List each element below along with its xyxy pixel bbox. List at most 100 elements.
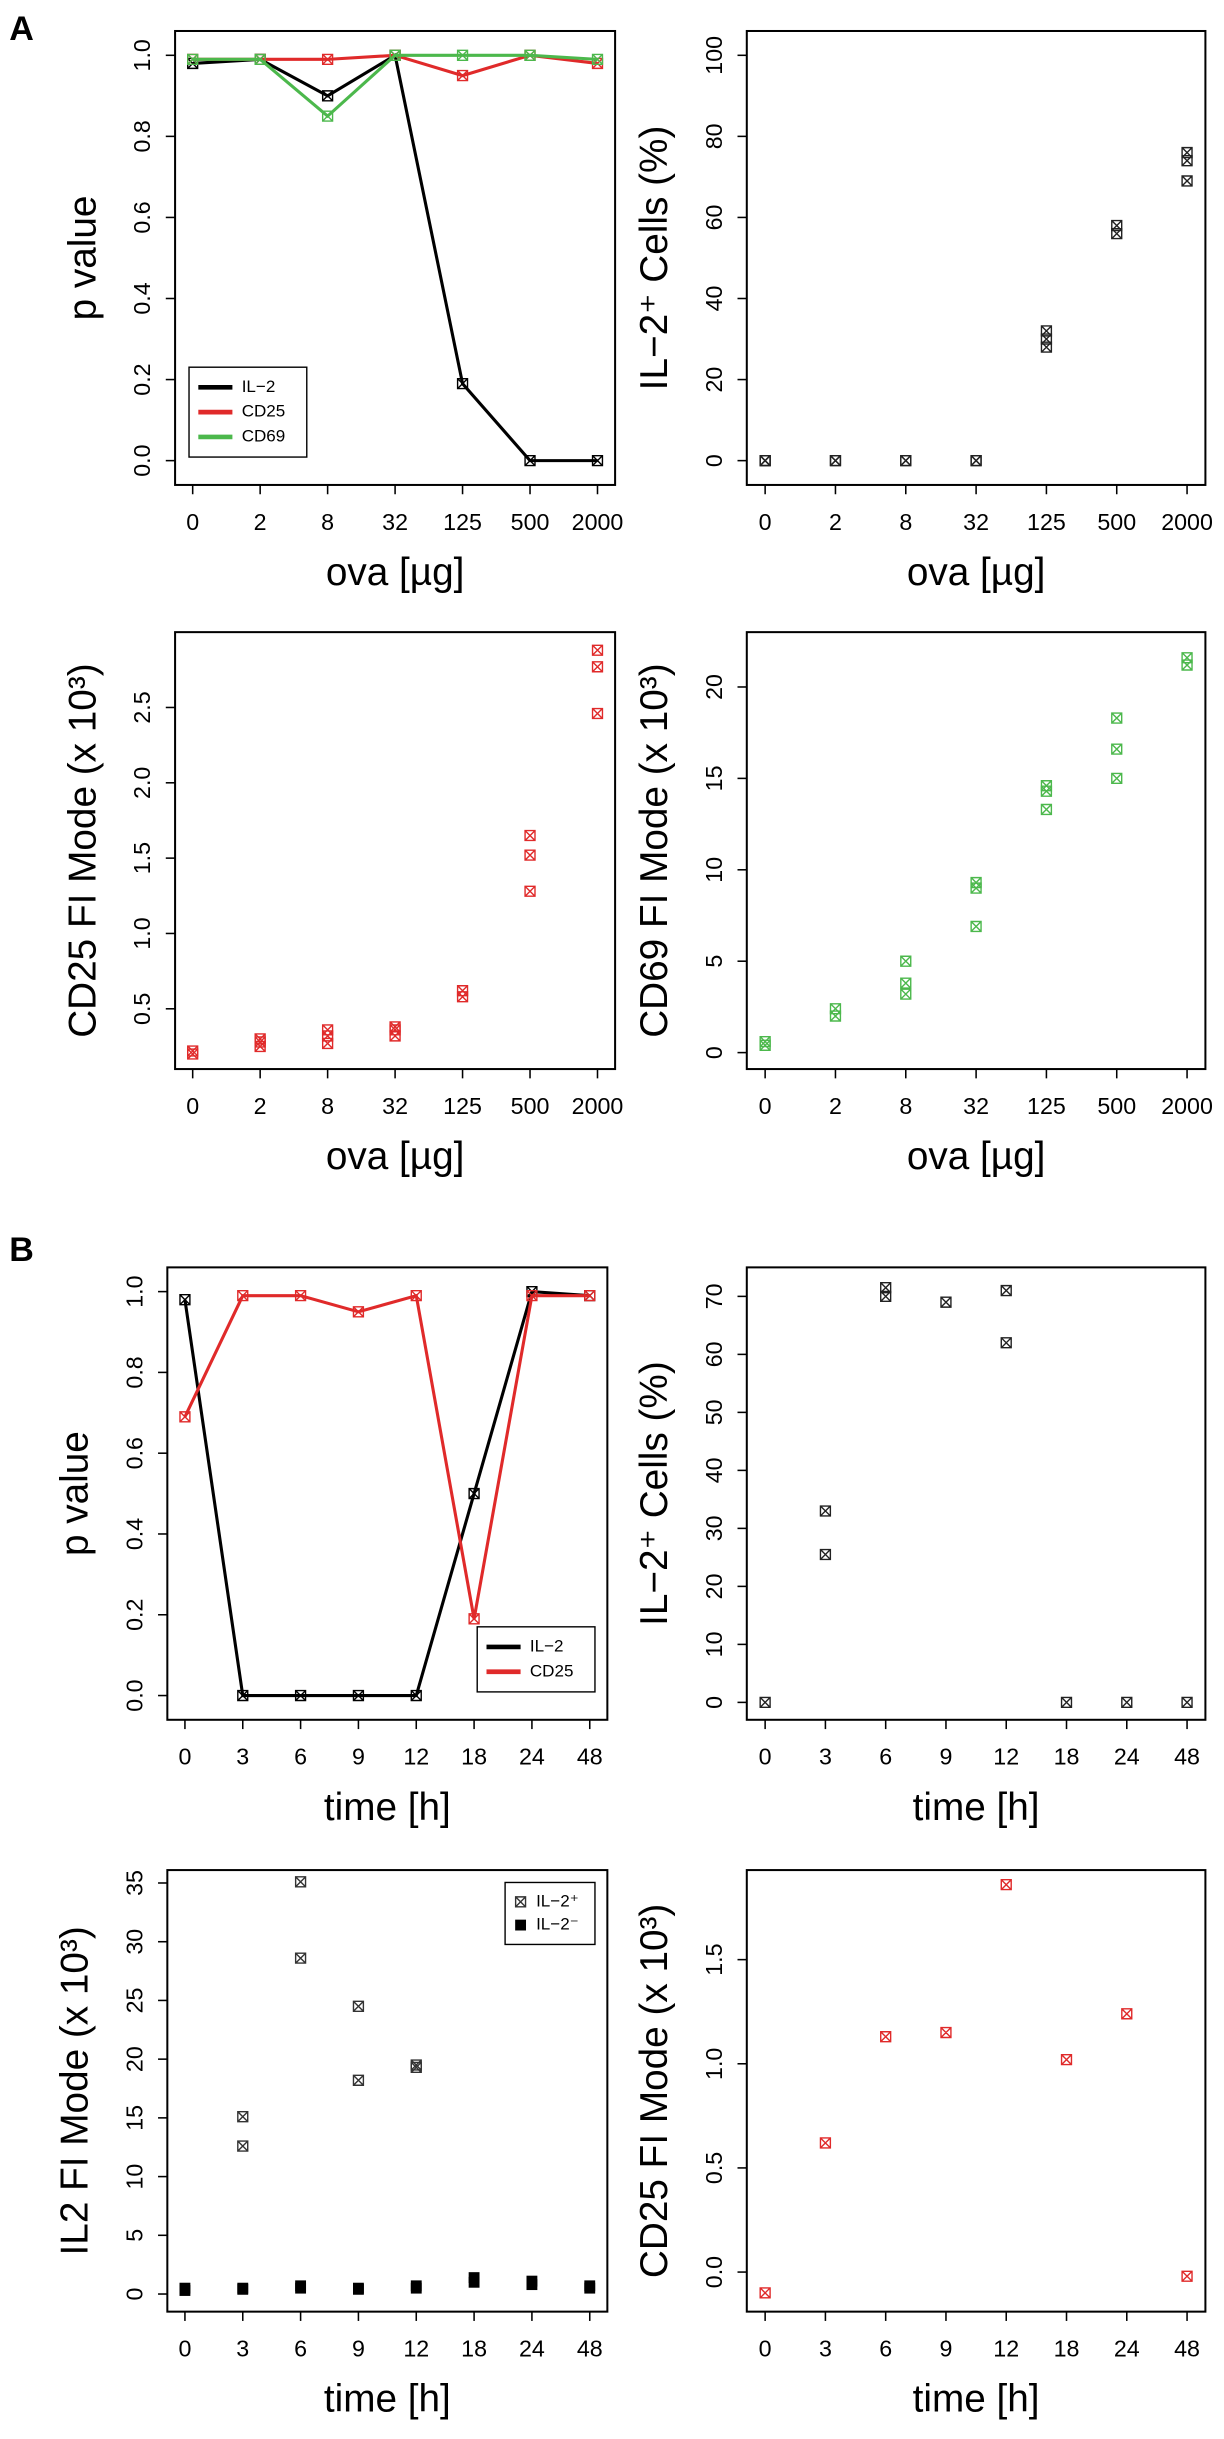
- legend-label: IL−2⁻: [536, 1915, 579, 1934]
- y-tick-label: 25: [121, 1988, 147, 2014]
- point: [1111, 743, 1123, 755]
- x-tick-label: 500: [511, 1093, 550, 1119]
- x-tick-label: 8: [321, 509, 334, 535]
- point: [524, 454, 536, 467]
- x-tick-label: 18: [461, 2336, 487, 2362]
- x-tick-label: 2000: [572, 1093, 624, 1119]
- x-tick-label: 3: [236, 2336, 249, 2362]
- legend-label: IL−2: [530, 1636, 564, 1655]
- x-tick-label: 9: [352, 1744, 365, 1770]
- point: [456, 985, 469, 997]
- y-tick-label: 0.0: [129, 444, 155, 476]
- x-tick-label: 0: [759, 1093, 772, 1119]
- x-tick-label: 24: [1114, 2336, 1140, 2362]
- point: [591, 707, 604, 720]
- point: [237, 2111, 249, 2123]
- y-tick-label: 60: [701, 1341, 727, 1367]
- y-tick-label: 1.5: [129, 842, 155, 874]
- plot-frame: [166, 1266, 609, 1721]
- x-tick-label: 2000: [572, 509, 624, 535]
- x-tick-label: 0: [186, 509, 199, 535]
- y-tick-label: 0.6: [129, 201, 155, 233]
- y-tick-label: 0.6: [121, 1437, 147, 1469]
- point: [524, 829, 536, 842]
- point: [526, 1289, 538, 1302]
- x-tick-label: 9: [940, 2336, 953, 2362]
- x-tick-label: 18: [461, 1744, 487, 1770]
- point: [1111, 712, 1123, 724]
- x-axis-title: ova [µg]: [326, 551, 465, 594]
- x-tick-label: 48: [1174, 1744, 1200, 1770]
- legend-label: CD25: [530, 1661, 574, 1680]
- point: [940, 2026, 952, 2039]
- point: [900, 454, 912, 467]
- x-tick-label: 8: [899, 1093, 912, 1119]
- x-tick-label: 32: [963, 509, 989, 535]
- x-tick-label: 500: [511, 509, 550, 535]
- y-tick-label: 0.2: [121, 1599, 147, 1631]
- y-tick-label: 20: [121, 2046, 147, 2072]
- plot-frame: [166, 1869, 609, 2313]
- point: [456, 377, 469, 390]
- x-tick-label: 0: [759, 2336, 772, 2362]
- y-tick-label: 0: [701, 1046, 727, 1059]
- point: [237, 1289, 249, 1302]
- point: [410, 1689, 422, 1702]
- x-tick-label: 8: [899, 509, 912, 535]
- point: [179, 2282, 191, 2294]
- point: [970, 920, 982, 933]
- y-tick-label: 0: [701, 1696, 727, 1709]
- y-tick-label: 0.0: [701, 2256, 727, 2288]
- point: [321, 90, 334, 102]
- y-axis-title: IL−2⁺ Cells (%): [633, 126, 676, 391]
- x-tick-label: 12: [993, 1744, 1019, 1770]
- point: [819, 2137, 832, 2149]
- point: [524, 849, 536, 861]
- series-line: [192, 53, 598, 119]
- plot-frame: [745, 1869, 1207, 2313]
- point: [900, 977, 912, 989]
- x-tick-label: 0: [759, 509, 772, 535]
- x-tick-label: 8: [321, 1093, 334, 1119]
- y-tick-label: 20: [701, 1573, 727, 1599]
- point: [1040, 325, 1053, 337]
- x-tick-label: 12: [403, 1744, 429, 1770]
- x-tick-label: 500: [1097, 1093, 1136, 1119]
- point: [237, 2282, 249, 2294]
- point: [880, 2031, 892, 2043]
- point: [1111, 219, 1123, 232]
- point: [410, 2061, 422, 2074]
- point: [759, 1035, 771, 1048]
- point: [900, 955, 912, 967]
- point: [1060, 2053, 1073, 2066]
- plot-frame: [174, 631, 617, 1071]
- y-tick-label: 10: [701, 1631, 727, 1657]
- y-tick-label: 10: [701, 857, 727, 883]
- point: [254, 1033, 266, 1045]
- legend-box: [476, 1626, 596, 1693]
- point: [294, 1876, 307, 1888]
- point: [591, 661, 604, 673]
- x-tick-label: 32: [382, 1093, 408, 1119]
- x-tick-label: 2: [829, 1093, 842, 1119]
- x-tick-label: 3: [819, 1744, 832, 1770]
- point: [254, 53, 266, 66]
- point: [1181, 2270, 1193, 2282]
- plot-frame: [745, 631, 1207, 1071]
- x-tick-label: 24: [519, 1744, 545, 1770]
- point: [294, 1289, 307, 1302]
- y-axis-title: IL2 FI Mode (x 10³): [54, 1926, 97, 2255]
- x-tick-label: 2: [254, 1093, 267, 1119]
- point: [970, 454, 982, 467]
- point: [1121, 2008, 1133, 2020]
- point: [237, 1689, 249, 1702]
- x-axis-title: time [h]: [324, 1786, 451, 1829]
- point: [179, 1294, 191, 1306]
- x-axis-title: ova [µg]: [907, 551, 1046, 594]
- x-tick-label: 2: [254, 509, 267, 535]
- point: [526, 2275, 538, 2287]
- point: [1111, 772, 1123, 785]
- point: [410, 1289, 422, 1302]
- x-tick-label: 125: [443, 1093, 482, 1119]
